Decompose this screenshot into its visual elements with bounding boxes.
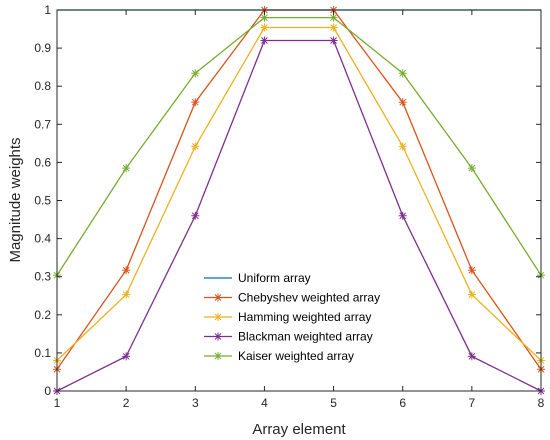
data-point [398,142,407,151]
x-tick-label: 4 [261,396,268,410]
series-line [56,39,542,392]
legend-marker [214,352,222,360]
data-point [191,98,200,107]
x-tick-label: 3 [192,396,199,410]
legend-marker [214,332,222,341]
legend-label: Kaiser weighted array [238,349,354,363]
legend-marker [214,313,222,321]
series-2 [53,23,545,365]
data-point [467,164,476,173]
legend-entry: Chebyshev weighted array [204,291,380,305]
x-axis-title: Array element [252,421,346,438]
legend: Uniform array Chebyshev weighted array Ham… [198,268,398,374]
y-tick-label: 0.9 [34,41,51,55]
data-point [329,23,338,32]
y-tick-label: 0.2 [34,308,51,322]
data-point [467,290,476,299]
y-tick-label: 0.3 [34,270,51,284]
legend-marker [214,293,222,302]
data-point [467,352,476,361]
y-tick-label: 0.6 [34,155,51,169]
legend-entry: Blackman weighted array [204,330,373,344]
y-tick-label: 1 [44,3,51,17]
data-point [467,266,476,275]
data-point [329,36,338,45]
y-tick-label: 0.4 [34,232,51,246]
x-tick-label: 7 [469,396,476,410]
data-point [398,98,407,107]
y-tick-label: 0 [44,384,51,398]
data-point [191,142,200,151]
data-point [122,266,131,275]
y-tick-label: 0.1 [34,346,51,360]
y-tick-label: 0.5 [34,194,51,208]
legend-entry: Kaiser weighted array [204,349,354,363]
x-tick-label: 6 [399,396,406,410]
y-tick-label: 0.8 [34,79,51,93]
data-point [191,211,200,220]
legend-entry: Hamming weighted array [204,310,371,324]
y-axis-title: Magnitude weights [7,137,24,262]
legend-label: Blackman weighted array [238,330,373,344]
x-tick-label: 8 [538,396,545,410]
axes-layer: 1 2 3 4 5 6 7 8 0 0.1 0.2 0.3 0.4 0.5 0.6 0.7 0.8 0.9 1 [34,3,544,410]
data-point [122,164,131,173]
data-point [260,36,269,45]
legend-label: Chebyshev weighted array [238,291,380,305]
x-tick-label: 5 [330,396,337,410]
legend-label: Uniform array [238,271,311,285]
data-point [191,69,200,78]
x-tick-label: 1 [54,396,61,410]
data-point [122,352,131,361]
data-point [122,290,131,299]
data-point [398,211,407,220]
data-point [260,23,269,32]
series-line [56,16,542,276]
y-tick-label: 0.7 [34,117,51,131]
series-line [56,26,542,361]
x-tick-label: 2 [123,396,130,410]
data-point [398,69,407,78]
legend-entry: Uniform array [204,271,311,285]
legend-label: Hamming weighted array [238,310,371,324]
